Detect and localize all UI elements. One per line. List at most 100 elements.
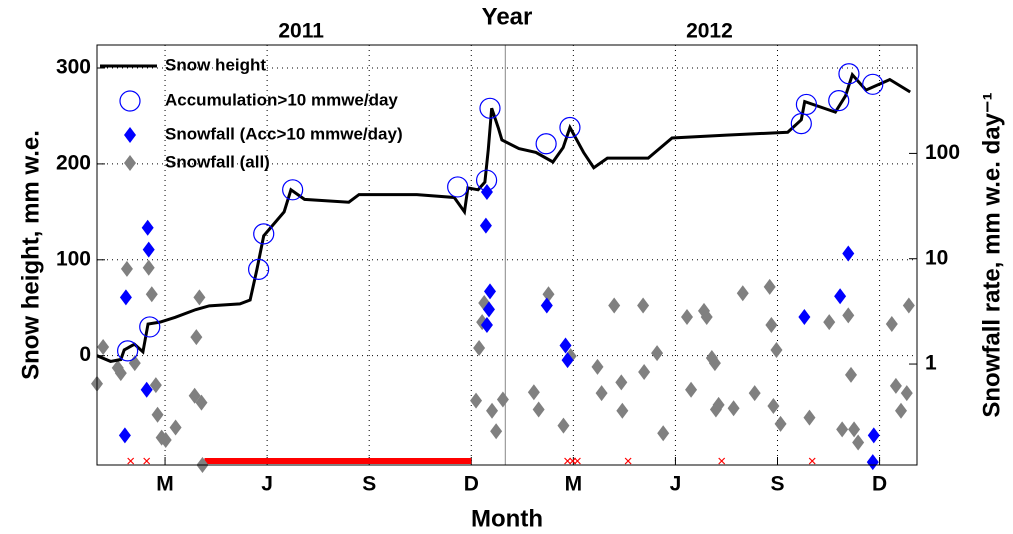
snowfall-marker bbox=[190, 329, 203, 346]
snowfall-marker bbox=[557, 417, 570, 434]
no-data-span bbox=[204, 458, 472, 464]
legend-label: Accumulation>10 mmwe/day bbox=[165, 90, 398, 109]
snowfall-marker bbox=[885, 316, 898, 333]
snowfall-marker bbox=[823, 314, 836, 331]
snowfall-marker bbox=[867, 427, 880, 444]
snowfall-marker bbox=[895, 402, 908, 419]
legend-swatch bbox=[119, 90, 141, 112]
snowfall-marker bbox=[480, 316, 493, 333]
accumulation-marker bbox=[479, 97, 501, 119]
snowfall-marker bbox=[591, 358, 604, 375]
no-data-mark bbox=[143, 457, 151, 465]
snowfall-marker bbox=[559, 337, 572, 354]
x-tick-label: S bbox=[770, 473, 784, 496]
snowfall-marker bbox=[770, 341, 783, 358]
snowfall-marker bbox=[561, 352, 574, 369]
snowfall-marker bbox=[765, 316, 778, 333]
no-data-mark bbox=[718, 457, 726, 465]
x-tick-label: M bbox=[565, 473, 583, 496]
no-data-mark bbox=[127, 457, 135, 465]
snowfall-marker bbox=[97, 339, 110, 356]
snowfall-marker bbox=[763, 278, 776, 295]
y-tick-label: 300 bbox=[56, 56, 91, 79]
snowfall-marker bbox=[651, 345, 664, 362]
snowfall-marker bbox=[542, 286, 555, 303]
snowfall-marker bbox=[169, 419, 182, 436]
y-tick-label: 0 bbox=[79, 343, 91, 366]
x-tick-label: S bbox=[362, 473, 376, 496]
legend-swatch bbox=[124, 127, 136, 143]
x-tick-label: M bbox=[156, 473, 174, 496]
snowfall-marker bbox=[480, 184, 493, 201]
year-label: 2012 bbox=[686, 20, 733, 43]
snowfall-marker bbox=[615, 374, 628, 391]
chart-title: Year bbox=[482, 3, 533, 30]
snowfall-marker bbox=[145, 286, 158, 303]
snowfall-marker bbox=[193, 289, 206, 306]
snowfall-marker bbox=[486, 402, 499, 419]
snowfall-marker bbox=[748, 385, 761, 402]
accumulation-marker bbox=[795, 93, 818, 116]
snowfall-marker bbox=[836, 421, 849, 438]
snowfall-marker bbox=[727, 400, 740, 417]
snowfall-marker bbox=[195, 394, 208, 411]
x-tick-label: J bbox=[261, 473, 273, 496]
y2-axis-label: Snowfall rate, mm w.e. day⁻¹ bbox=[978, 92, 1005, 417]
snowfall-marker bbox=[712, 396, 725, 413]
snow-height-line bbox=[96, 71, 911, 363]
snowfall-marker bbox=[638, 364, 651, 381]
snowfall-marker bbox=[866, 454, 879, 471]
snowfall-marker bbox=[774, 415, 787, 432]
accumulation-marker bbox=[248, 258, 270, 280]
y-tick-label: 100 bbox=[56, 247, 91, 270]
y2-tick-label: 10 bbox=[925, 246, 948, 269]
snowfall-marker bbox=[842, 245, 855, 262]
snowfall-marker bbox=[798, 308, 811, 325]
snowfall-marker bbox=[595, 385, 608, 402]
snowfall-marker bbox=[844, 366, 857, 383]
accumulation-marker bbox=[862, 73, 884, 95]
x-tick-label: D bbox=[872, 473, 887, 496]
snowfall-marker bbox=[142, 241, 155, 258]
snowfall-marker bbox=[532, 401, 545, 418]
x-tick-label: J bbox=[670, 473, 682, 496]
no-data-mark bbox=[574, 457, 581, 465]
no-data-mark bbox=[624, 457, 632, 465]
snowfall-marker bbox=[685, 381, 698, 398]
snowfall-marker bbox=[608, 297, 621, 314]
legend-label: Snowfall (all) bbox=[165, 152, 270, 171]
snowfall-marker bbox=[114, 365, 127, 382]
snowfall-marker bbox=[119, 289, 132, 306]
legend-swatch bbox=[124, 155, 136, 171]
accumulation-marker bbox=[447, 176, 469, 198]
snowfall-marker bbox=[852, 434, 865, 451]
y2-tick-label: 100 bbox=[925, 141, 960, 164]
snowfall-marker bbox=[496, 391, 509, 408]
no-data-mark bbox=[564, 457, 571, 465]
accumulation-marker bbox=[838, 63, 860, 85]
y2-tick-label: 1 bbox=[925, 352, 937, 375]
y-axis-label: Snow height, mm w.e. bbox=[17, 130, 44, 380]
snowfall-marker bbox=[708, 355, 721, 372]
accumulation-marker bbox=[253, 223, 275, 245]
legend-label: Snowfall (Acc>10 mmwe/day) bbox=[165, 124, 403, 143]
accumulation-marker bbox=[282, 179, 304, 201]
snowfall-marker bbox=[657, 425, 670, 442]
snowfall-marker bbox=[889, 377, 902, 394]
accumulation-marker bbox=[475, 169, 498, 191]
snowfall-marker bbox=[680, 308, 693, 325]
snowfall-marker bbox=[736, 285, 749, 302]
snowfall-marker bbox=[120, 260, 133, 277]
snowfall-marker bbox=[834, 288, 847, 305]
snowfall-marker bbox=[902, 297, 915, 314]
year-label: 2011 bbox=[278, 20, 324, 43]
snowfall-marker bbox=[842, 307, 855, 324]
accumulation-marker bbox=[559, 116, 581, 139]
accumulation-marker bbox=[117, 340, 139, 362]
plot-frame bbox=[96, 44, 918, 466]
snowfall-marker bbox=[490, 423, 503, 440]
snowfall-marker bbox=[803, 409, 816, 426]
snowfall-marker bbox=[140, 381, 153, 398]
snowfall-marker bbox=[151, 406, 164, 423]
